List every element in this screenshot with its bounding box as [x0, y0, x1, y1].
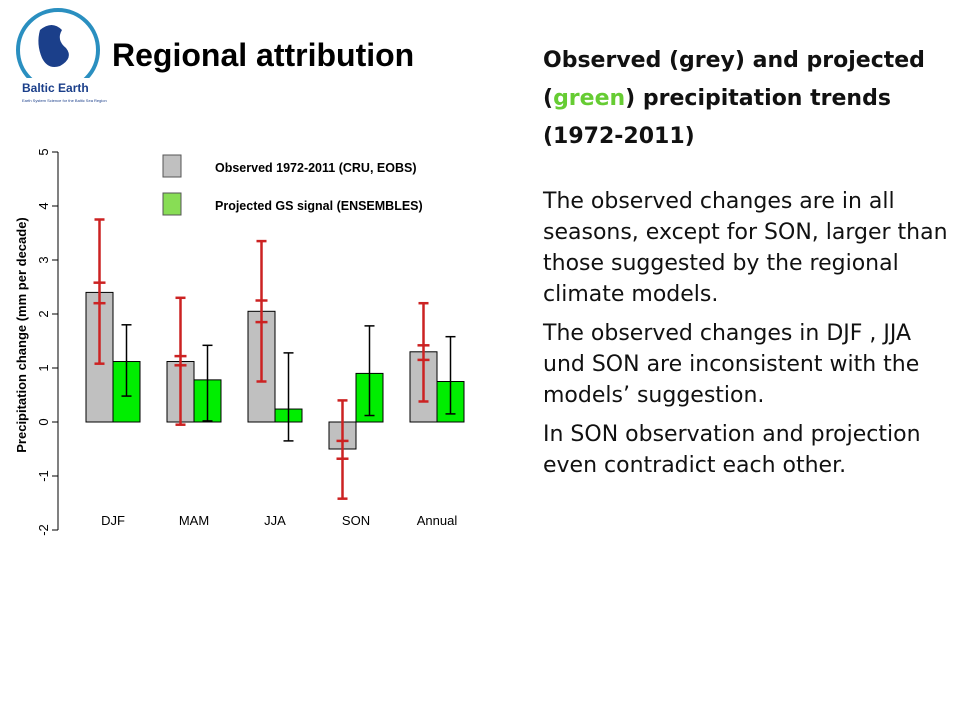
- y-tick-label: -2: [36, 524, 51, 536]
- slide-title: Regional attribution: [112, 37, 414, 73]
- logo-shape: [38, 25, 69, 67]
- paragraph: The observed changes in DJF , JJA und SO…: [543, 321, 920, 408]
- heading-text: Observed (grey) and projected (: [543, 48, 925, 111]
- logo-bg: [18, 78, 98, 106]
- text-panel: Observed (grey) and projected (green) pr…: [543, 42, 948, 489]
- x-tick-label: JJA: [264, 513, 286, 528]
- heading-green: green: [553, 86, 626, 111]
- x-tick-label: MAM: [179, 513, 209, 528]
- y-axis-label: Precipitation change (mm per decade): [14, 217, 29, 453]
- legend-swatch: [162, 192, 182, 216]
- y-tick-label: 2: [36, 310, 51, 317]
- y-tick-label: 1: [36, 364, 51, 371]
- legend-label: Projected GS signal (ENSEMBLES): [215, 199, 423, 213]
- paragraph: The observed changes are in all seasons,…: [543, 189, 948, 307]
- legend-label: Observed 1972-2011 (CRU, EOBS): [215, 161, 416, 175]
- y-tick-label: 5: [36, 148, 51, 155]
- paragraph: In SON observation and projection even c…: [543, 422, 921, 478]
- y-tick-label: 3: [36, 256, 51, 263]
- x-tick-label: SON: [342, 513, 370, 528]
- logo-text: Baltic Earth: [22, 81, 89, 95]
- y-tick-label: 0: [36, 418, 51, 425]
- legend-swatch: [162, 154, 182, 178]
- heading-text: ) precipitation trends (1972-2011): [543, 86, 891, 149]
- x-tick-label: Annual: [417, 513, 458, 528]
- logo: Baltic Earth Earth System Science for th…: [16, 8, 107, 106]
- y-tick-label: -1: [36, 470, 51, 482]
- y-tick-label: 4: [36, 202, 51, 209]
- x-tick-label: DJF: [101, 513, 125, 528]
- logo-tagline: Earth System Science for the Baltic Sea …: [22, 98, 107, 103]
- heading: Observed (grey) and projected (green) pr…: [543, 42, 948, 156]
